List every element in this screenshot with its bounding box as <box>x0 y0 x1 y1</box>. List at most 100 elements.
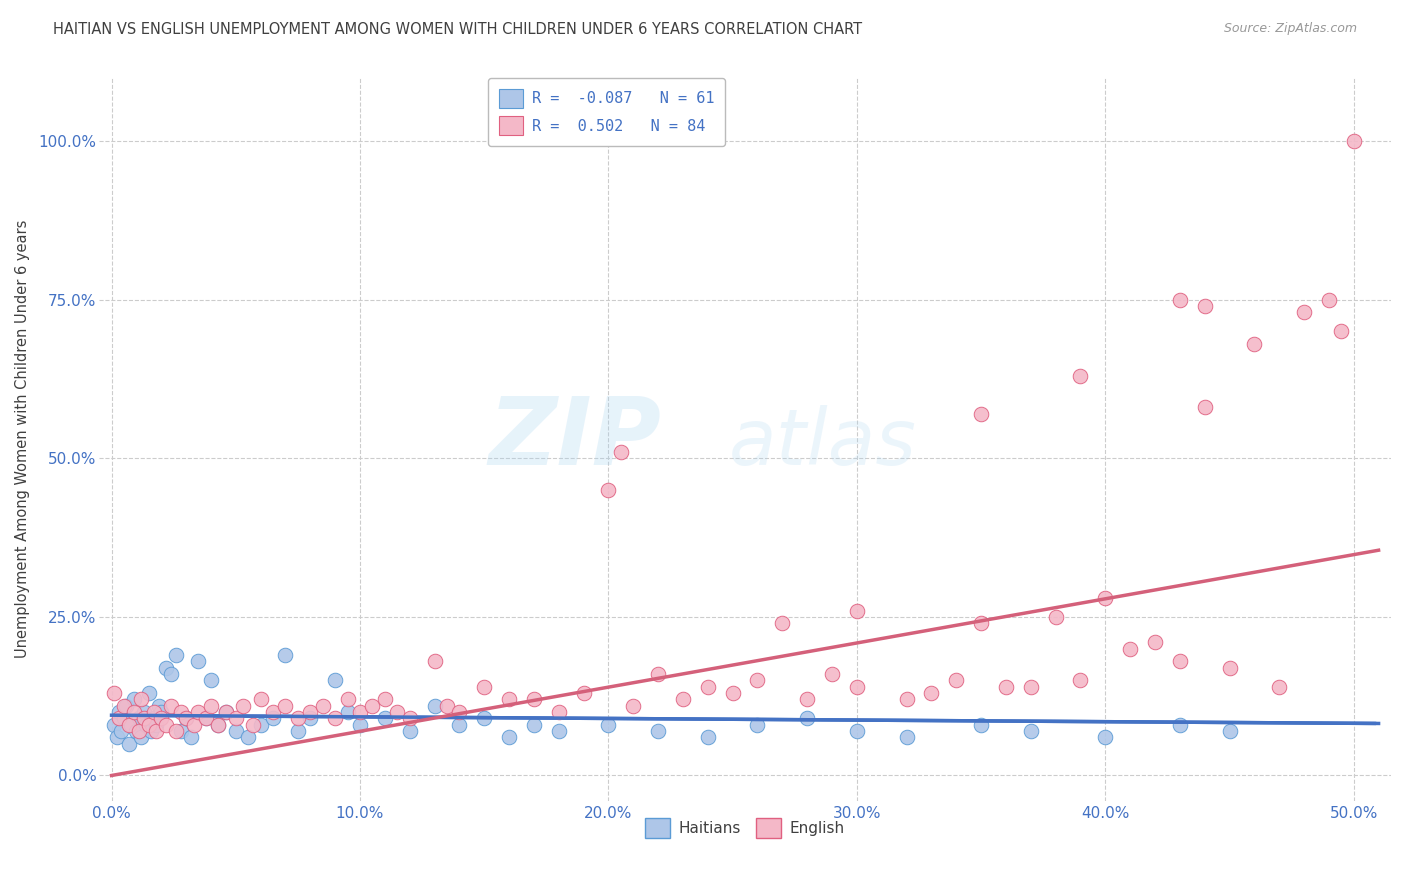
Point <box>349 717 371 731</box>
Point <box>249 717 271 731</box>
Point <box>696 680 718 694</box>
Point <box>621 698 644 713</box>
Point <box>1094 591 1116 605</box>
Point <box>232 698 254 713</box>
Point <box>1045 610 1067 624</box>
Point <box>747 717 769 731</box>
Point <box>1094 731 1116 745</box>
Point <box>174 711 197 725</box>
Point <box>920 686 942 700</box>
Point <box>131 692 153 706</box>
Point <box>423 698 446 713</box>
Point <box>138 686 160 700</box>
Point <box>523 692 546 706</box>
Point <box>180 731 202 745</box>
Point <box>374 711 396 725</box>
Point <box>896 692 918 706</box>
Point <box>449 705 471 719</box>
Legend: Haitians, English: Haitians, English <box>638 812 851 844</box>
Point <box>970 407 993 421</box>
Point <box>274 698 297 713</box>
Point <box>821 667 844 681</box>
Point <box>132 711 155 725</box>
Point <box>523 717 546 731</box>
Point <box>183 717 205 731</box>
Point <box>118 737 141 751</box>
Point <box>374 692 396 706</box>
Point <box>165 724 187 739</box>
Point <box>155 717 177 731</box>
Point <box>796 692 818 706</box>
Text: Source: ZipAtlas.com: Source: ZipAtlas.com <box>1223 22 1357 36</box>
Point <box>200 673 222 688</box>
Point <box>1168 717 1191 731</box>
Point <box>423 654 446 668</box>
Point <box>194 711 217 725</box>
Point <box>1069 673 1091 688</box>
Point <box>142 705 165 719</box>
Point <box>1168 293 1191 307</box>
Point <box>1243 337 1265 351</box>
Point <box>242 717 264 731</box>
Point <box>299 705 322 719</box>
Point <box>498 692 520 706</box>
Point <box>572 686 595 700</box>
Point <box>1069 368 1091 383</box>
Point <box>170 724 193 739</box>
Point <box>1330 324 1353 338</box>
Point <box>610 445 633 459</box>
Point <box>970 616 993 631</box>
Point <box>118 717 141 731</box>
Text: HAITIAN VS ENGLISH UNEMPLOYMENT AMONG WOMEN WITH CHILDREN UNDER 6 YEARS CORRELAT: HAITIAN VS ENGLISH UNEMPLOYMENT AMONG WO… <box>53 22 862 37</box>
Point <box>1343 134 1365 148</box>
Point <box>336 705 359 719</box>
Point <box>845 680 868 694</box>
Point <box>770 616 793 631</box>
Point <box>387 705 409 719</box>
Point <box>547 724 569 739</box>
Point <box>122 692 145 706</box>
Point <box>970 717 993 731</box>
Point <box>1019 724 1042 739</box>
Point <box>174 711 197 725</box>
Point <box>498 731 520 745</box>
Point <box>945 673 967 688</box>
Point <box>132 705 155 719</box>
Point <box>128 724 150 739</box>
Point <box>696 731 718 745</box>
Point <box>1218 660 1240 674</box>
Point <box>845 603 868 617</box>
Point <box>361 698 384 713</box>
Point <box>1292 305 1315 319</box>
Point <box>312 698 335 713</box>
Point <box>1019 680 1042 694</box>
Point <box>110 724 132 739</box>
Point <box>287 711 309 725</box>
Point <box>125 724 148 739</box>
Point <box>108 711 131 725</box>
Point <box>200 698 222 713</box>
Point <box>598 717 620 731</box>
Point <box>398 711 420 725</box>
Point <box>131 731 153 745</box>
Point <box>142 711 165 725</box>
Point <box>115 698 138 713</box>
Point <box>128 711 150 725</box>
Y-axis label: Unemployment Among Women with Children Under 6 years: Unemployment Among Women with Children U… <box>15 220 30 658</box>
Point <box>672 692 695 706</box>
Text: ZIP: ZIP <box>488 393 661 485</box>
Point <box>647 667 669 681</box>
Point <box>215 705 238 719</box>
Point <box>1194 299 1216 313</box>
Point <box>207 717 229 731</box>
Point <box>120 717 142 731</box>
Point <box>225 724 247 739</box>
Point <box>1194 401 1216 415</box>
Point <box>1143 635 1166 649</box>
Point <box>225 711 247 725</box>
Point <box>150 711 173 725</box>
Point <box>150 705 173 719</box>
Point <box>165 648 187 662</box>
Point <box>112 698 135 713</box>
Point <box>796 711 818 725</box>
